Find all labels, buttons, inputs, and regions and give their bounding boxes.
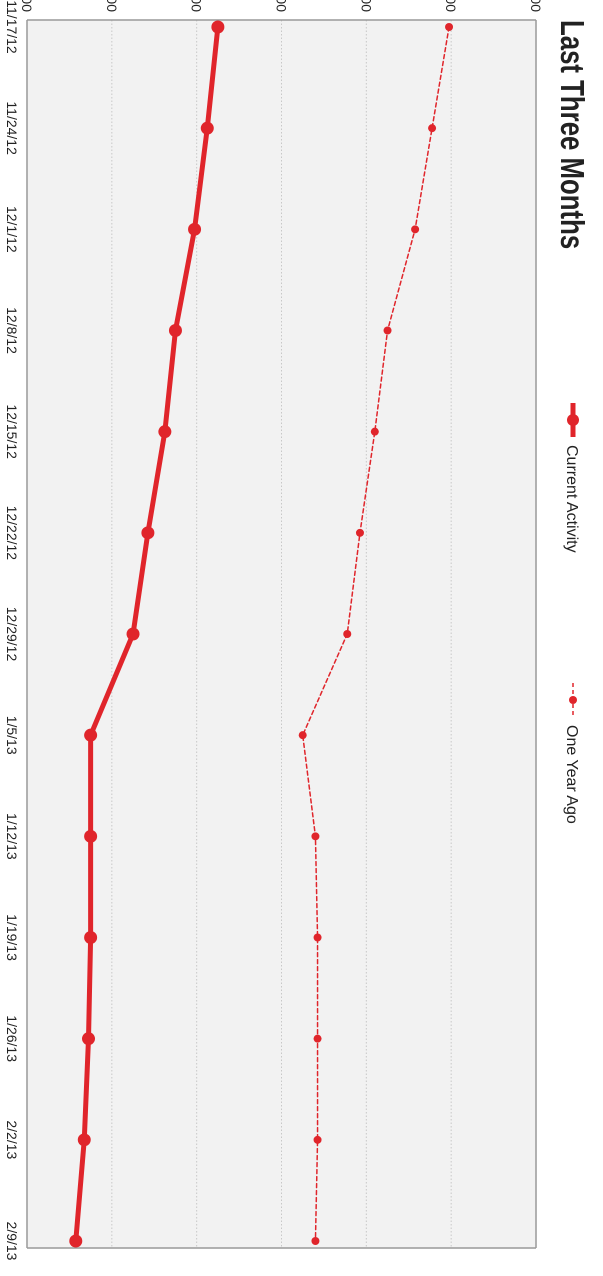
y-tick-label: 23,000: [528, 0, 544, 12]
data-point-current: [84, 829, 98, 843]
y-tick-label: 15,000: [189, 0, 205, 12]
data-point-current: [168, 324, 182, 337]
x-tick-label: 1/26/13: [4, 1015, 20, 1062]
data-point-current: [84, 931, 98, 944]
series-layer: [69, 20, 454, 1248]
data-point-previous: [355, 528, 364, 537]
y-tick-label: 19,000: [358, 0, 374, 12]
data-point-previous: [313, 1034, 322, 1043]
data-point-current: [126, 627, 140, 641]
x-tick-label: 2/9/13: [4, 1222, 20, 1261]
data-point-current: [211, 20, 225, 34]
data-point-previous: [311, 832, 320, 841]
x-tick-label: 12/1/12: [4, 206, 20, 253]
data-point-previous: [311, 1237, 320, 1245]
y-tick-label: 11,000: [19, 0, 35, 12]
x-tick-label: 2/2/13: [4, 1120, 20, 1159]
data-point-current: [84, 728, 98, 742]
gridlines: [111, 20, 452, 1248]
chart-title: Last Three Months: [553, 20, 590, 249]
y-tick-label: 13,000: [104, 0, 120, 12]
legend: Current Activity One Year Ago: [563, 403, 580, 824]
data-point-previous: [445, 23, 454, 31]
data-point-previous: [370, 427, 379, 436]
data-point-previous: [411, 225, 420, 234]
data-point-previous: [313, 1135, 322, 1144]
data-point-previous: [383, 326, 392, 335]
data-point-current: [77, 1133, 91, 1147]
x-tick-label: 1/12/13: [4, 813, 20, 860]
x-tick-label: 11/17/12: [4, 0, 20, 54]
data-point-current: [69, 1234, 83, 1248]
data-point-previous: [313, 933, 322, 942]
data-point-previous: [343, 630, 352, 638]
data-point-current: [200, 121, 214, 135]
legend-item-previous: One Year Ago: [563, 683, 580, 824]
x-tick-label: 12/22/12: [4, 506, 20, 561]
legend-label-current: Current Activity: [563, 445, 580, 553]
x-tick-label: 1/5/13: [4, 716, 20, 755]
data-point-current: [141, 526, 155, 540]
plot-area: [27, 20, 536, 1248]
data-point-current: [188, 222, 202, 236]
legend-item-current: Current Activity: [563, 403, 580, 553]
legend-label-previous: One Year Ago: [563, 725, 580, 824]
x-tick-labels: 11/17/12 11/24/12 12/1/12 12/8/12 12/15/12 12…: [4, 0, 20, 1260]
y-tick-label: 17,000: [274, 0, 290, 12]
data-point-previous: [428, 124, 437, 133]
data-point-current: [82, 1032, 96, 1046]
y-tick-label: 21,000: [443, 0, 459, 12]
x-tick-label: 12/8/12: [4, 307, 20, 354]
x-tick-label: 12/29/12: [4, 607, 20, 662]
y-tick-labels: 23,000 21,000 19,000 17,000 15,000 13,000 11,0…: [19, 0, 544, 12]
data-point-previous: [298, 731, 307, 740]
x-tick-label: 1/19/13: [4, 914, 20, 961]
x-tick-label: 12/15/12: [4, 404, 20, 459]
x-tick-label: 11/24/12: [4, 101, 20, 155]
data-point-current: [158, 425, 172, 439]
axes: [26, 19, 537, 1249]
